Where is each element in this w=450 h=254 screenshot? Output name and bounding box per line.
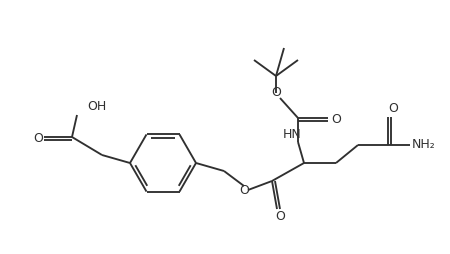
- Text: O: O: [33, 132, 43, 145]
- Text: O: O: [271, 87, 281, 100]
- Text: OH: OH: [87, 101, 106, 114]
- Text: O: O: [388, 103, 398, 116]
- Text: NH₂: NH₂: [412, 138, 436, 151]
- Text: O: O: [331, 113, 341, 126]
- Text: O: O: [239, 184, 249, 198]
- Text: O: O: [275, 211, 285, 224]
- Text: HN: HN: [283, 128, 302, 140]
